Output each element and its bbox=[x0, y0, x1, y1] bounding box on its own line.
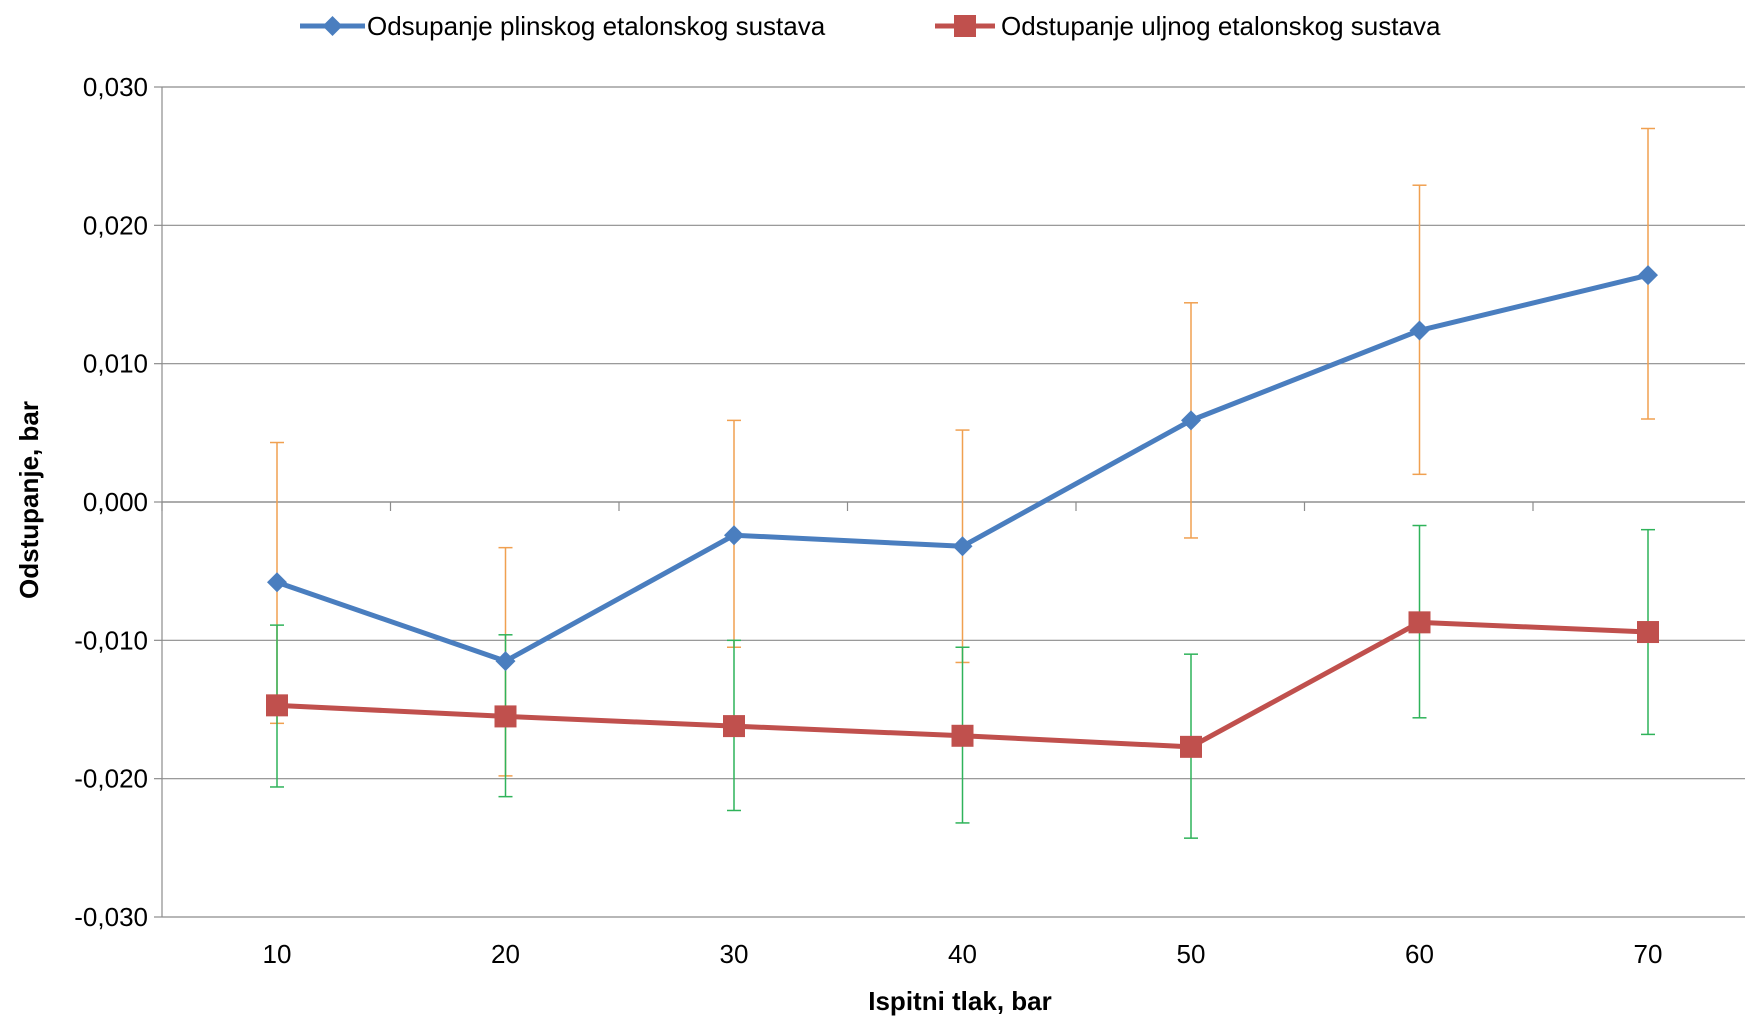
diamond-marker bbox=[1638, 265, 1658, 286]
x-tick-label: 70 bbox=[1634, 939, 1663, 969]
y-tick-label: 0,020 bbox=[83, 210, 148, 240]
square-marker bbox=[951, 724, 974, 747]
axes bbox=[154, 86, 1745, 918]
square-marker bbox=[723, 715, 745, 738]
x-tick-label: 60 bbox=[1405, 939, 1434, 969]
square-marker bbox=[1637, 621, 1659, 644]
square-marker bbox=[494, 705, 517, 728]
x-tick-label: 20 bbox=[491, 939, 520, 969]
diamond-marker bbox=[1409, 320, 1430, 341]
y-tick-labels: -0,030 -0,020 -0,010 0,000 0,010 0,020 0,030 bbox=[74, 72, 148, 932]
diamond-marker bbox=[1181, 410, 1201, 431]
x-tick-label: 40 bbox=[948, 939, 977, 969]
diamond-marker bbox=[495, 651, 516, 672]
square-marker bbox=[266, 694, 288, 717]
diamond-marker bbox=[724, 525, 744, 546]
y-tick-label: 0,000 bbox=[83, 487, 148, 517]
y-axis-title: Odstupanje, bar bbox=[14, 401, 44, 599]
diamond-marker bbox=[322, 16, 343, 36]
legend-label: Odstupanje uljnog etalonskog sustava bbox=[1001, 11, 1441, 41]
x-tick-labels: 10 20 30 40 50 60 70 bbox=[263, 939, 1663, 969]
y-tick-label: 0,010 bbox=[83, 349, 148, 379]
square-marker bbox=[1180, 735, 1202, 758]
y-tick-label: -0,030 bbox=[74, 902, 148, 932]
y-tick-label: 0,030 bbox=[83, 72, 148, 102]
square-marker bbox=[954, 15, 976, 37]
x-tick-label: 10 bbox=[263, 939, 292, 969]
diamond-marker bbox=[952, 536, 973, 557]
x-axis-title: Ispitni tlak, bar bbox=[868, 986, 1052, 1016]
y-tick-label: -0,010 bbox=[74, 625, 148, 655]
legend: Odsupanje plinskog etalonskog sustava Ods… bbox=[300, 11, 1441, 41]
series-markers bbox=[266, 265, 1659, 758]
x-tick-label: 50 bbox=[1177, 939, 1206, 969]
square-marker bbox=[1408, 611, 1431, 634]
diamond-marker bbox=[267, 572, 287, 593]
x-tick-label: 30 bbox=[720, 939, 749, 969]
legend-label: Odsupanje plinskog etalonskog sustava bbox=[367, 11, 826, 41]
y-tick-label: -0,020 bbox=[74, 764, 148, 794]
